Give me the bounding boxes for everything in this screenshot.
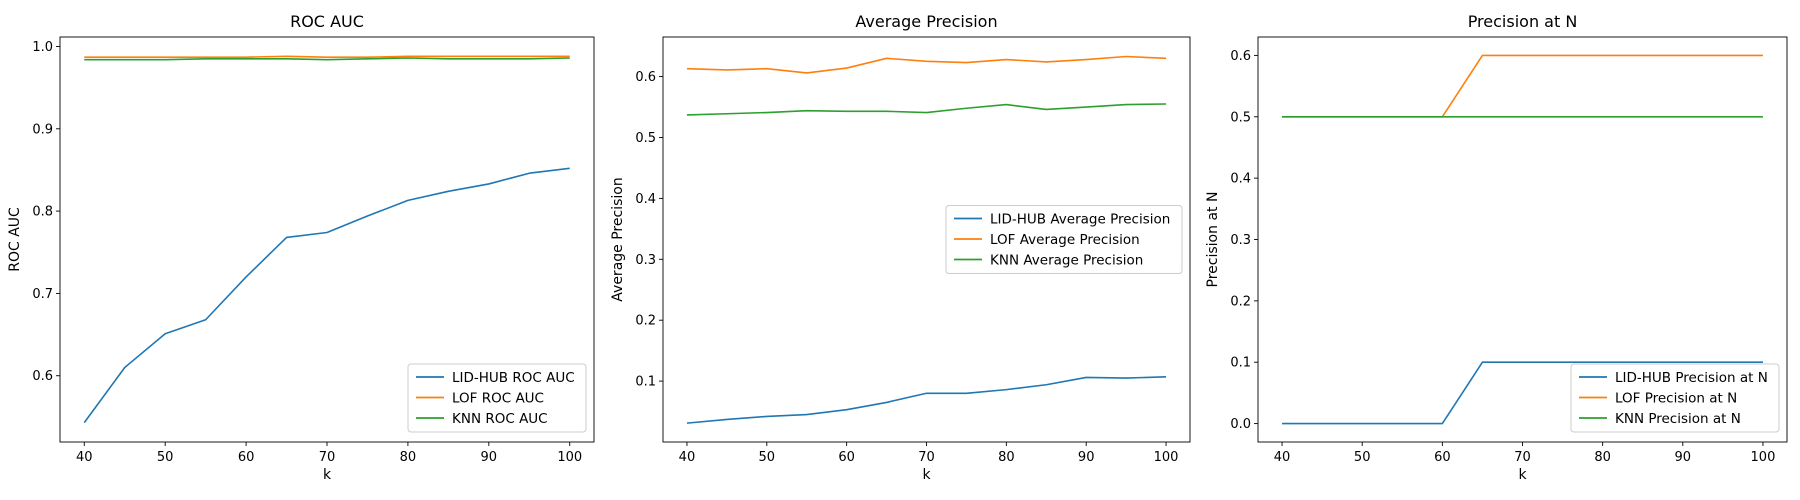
y-tick-label: 0.3 xyxy=(1230,233,1251,248)
x-tick-label: 40 xyxy=(679,450,696,465)
legend-label: KNN Average Precision xyxy=(990,252,1143,268)
y-tick-label: 0.1 xyxy=(635,375,656,390)
x-tick-label: 40 xyxy=(1274,450,1291,465)
legend-label: LOF ROC AUC xyxy=(452,390,544,406)
x-tick-label: 70 xyxy=(319,450,336,465)
y-axis-label: ROC AUC xyxy=(7,207,23,272)
legend: LID-HUB Average Precision LOF Average Pre… xyxy=(945,205,1183,274)
x-tick-label: 40 xyxy=(76,450,93,465)
legend-label: LOF Precision at N xyxy=(1615,390,1737,406)
x-axis-label: k xyxy=(922,467,931,483)
legend-box xyxy=(407,363,587,433)
y-tick-label: 0.5 xyxy=(635,131,656,146)
legend: LID-HUB Precision at N LOF Precision at N… xyxy=(1570,363,1780,433)
series-line xyxy=(686,103,1167,116)
x-tick-label: 60 xyxy=(238,450,255,465)
chart-panel-2: 40 50 60 70 80 90 100 0.1 0.2 0.3 0.4 0.5 0.6 Average… xyxy=(610,12,1191,483)
series-line xyxy=(686,55,1167,74)
y-tick-label: 0.7 xyxy=(32,287,53,302)
x-axis-label: k xyxy=(323,467,332,483)
y-tick-label: 0.5 xyxy=(1230,110,1251,125)
y-tick-label: 1.0 xyxy=(32,40,53,55)
x-tick-label: 90 xyxy=(1675,450,1692,465)
y-tick-label: 0.1 xyxy=(1230,356,1251,371)
y-tick-label: 0.6 xyxy=(635,70,656,85)
y-tick-label: 0.2 xyxy=(635,314,656,329)
x-tick-label: 100 xyxy=(1751,450,1776,465)
y-axis-label: Precision at N xyxy=(1205,192,1221,288)
chart-title: Precision at N xyxy=(1468,12,1578,31)
series-line xyxy=(84,57,570,61)
y-tick-label: 0.6 xyxy=(32,369,53,384)
series-line xyxy=(1282,361,1763,425)
y-tick-label: 0.2 xyxy=(1230,294,1251,309)
x-tick-label: 50 xyxy=(759,450,776,465)
chart-panel-1: 40 50 60 70 80 90 100 0.6 0.7 0.8 0.9 1.0 ROC AUC k RO… xyxy=(7,12,595,483)
y-tick-label: 0.6 xyxy=(1230,49,1251,64)
y-tick-label: 0.4 xyxy=(1230,172,1251,187)
legend: LID-HUB ROC AUC LOF ROC AUC KNN ROC AUC xyxy=(407,363,587,433)
series-line xyxy=(84,55,570,58)
x-tick-label: 60 xyxy=(1434,450,1451,465)
legend-label: LID-HUB Average Precision xyxy=(990,211,1170,227)
x-tick-label: 50 xyxy=(1354,450,1371,465)
y-tick-label: 0.4 xyxy=(635,192,656,207)
x-axis-label: k xyxy=(1518,467,1527,483)
series-line xyxy=(1282,54,1763,118)
x-tick-label: 80 xyxy=(1594,450,1611,465)
x-tick-label: 90 xyxy=(1078,450,1095,465)
y-tick-label: 0.0 xyxy=(1230,417,1251,432)
y-tick-label: 0.9 xyxy=(32,122,53,137)
legend-label: LOF Average Precision xyxy=(990,232,1140,248)
legend-label: LID-HUB Precision at N xyxy=(1615,370,1768,386)
x-tick-label: 50 xyxy=(157,450,174,465)
legend-label: KNN Precision at N xyxy=(1615,411,1741,427)
y-axis-label: Average Precision xyxy=(610,177,626,301)
chart-title: Average Precision xyxy=(855,12,997,31)
y-tick-label: 0.3 xyxy=(635,253,656,268)
legend-box xyxy=(945,205,1183,274)
legend-box xyxy=(1570,363,1780,433)
x-tick-label: 60 xyxy=(838,450,855,465)
legend-label: KNN ROC AUC xyxy=(452,411,548,427)
x-tick-label: 90 xyxy=(481,450,498,465)
series-line xyxy=(686,376,1167,424)
chart-panel-3: 40 50 60 70 80 90 100 0.0 0.1 0.2 0.3 0.4 0.5 0.6 Prec… xyxy=(1205,12,1788,483)
series-line xyxy=(83,167,570,424)
x-tick-label: 80 xyxy=(400,450,417,465)
x-tick-label: 80 xyxy=(998,450,1015,465)
x-tick-label: 70 xyxy=(1514,450,1531,465)
legend-label: LID-HUB ROC AUC xyxy=(452,370,575,386)
chart-title: ROC AUC xyxy=(290,12,364,31)
x-tick-label: 70 xyxy=(918,450,935,465)
y-tick-label: 0.8 xyxy=(32,205,53,220)
x-tick-label: 100 xyxy=(1154,450,1179,465)
x-tick-label: 100 xyxy=(557,450,582,465)
